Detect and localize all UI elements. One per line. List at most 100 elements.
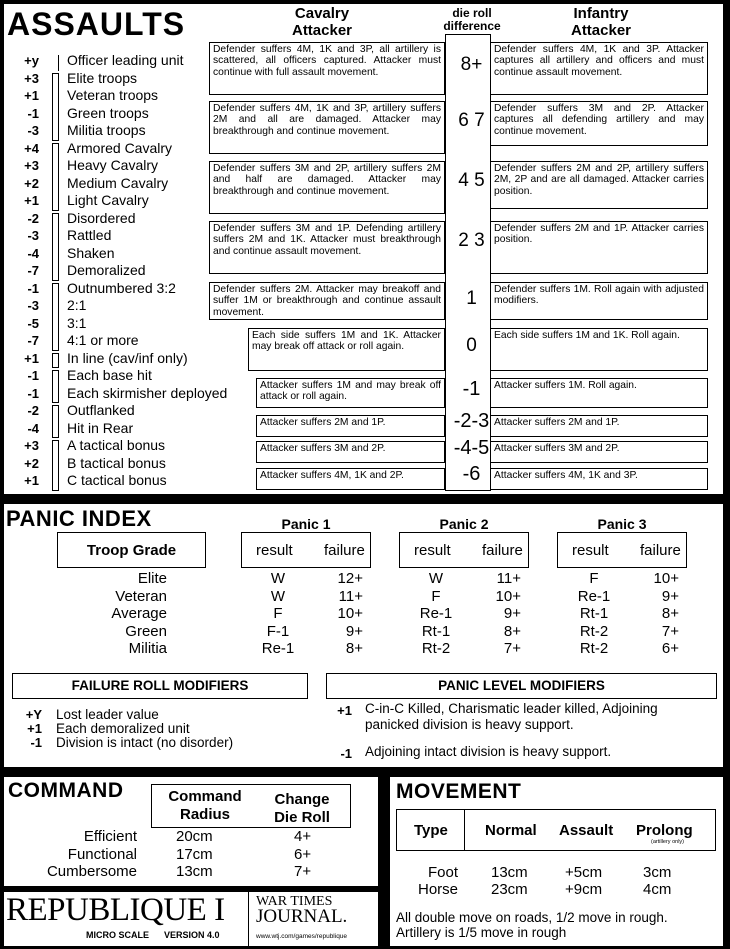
movement-title: MOVEMENT — [396, 780, 522, 803]
modifier-value: -2 — [27, 403, 39, 418]
panic-failure: 10+ — [495, 587, 521, 605]
modifier-value: -1 — [27, 105, 39, 121]
troop-grade: Average — [111, 605, 167, 622]
modifier-label: Light Cavalry — [67, 192, 149, 208]
modifier-value: -1 — [27, 280, 39, 296]
cavalry-header: Cavalry Attacker — [272, 5, 372, 39]
publisher-line-2: JOURNAL. — [256, 906, 348, 927]
panic-failure: 10+ — [653, 570, 679, 587]
modifier-value: +1 — [24, 88, 39, 103]
modifier-value: -5 — [27, 315, 39, 331]
level-modifier-line: panicked division is heavy support. — [365, 717, 574, 732]
panic-header: Panic 3 — [597, 516, 647, 532]
panic-panel: PANIC INDEX Troop Grade Panic 1 result fai… — [4, 504, 723, 767]
panic-result: Rt-2 — [579, 640, 609, 657]
logo-panel: REPUBLIQUE I MICRO SCALE VERSION 4.0 WAR… — [4, 892, 378, 946]
movement-assault: +5cm — [565, 864, 603, 881]
panic-failure: 11+ — [496, 570, 521, 587]
prolong-header: Prolong — [636, 822, 693, 839]
panic-result: F — [273, 605, 283, 622]
modifier-value: +3 — [24, 158, 39, 173]
command-level: Functional — [67, 845, 137, 863]
modifier-bracket — [52, 55, 59, 71]
modifier-label: Hit in Rear — [67, 419, 134, 436]
modifier-value: +4 — [24, 140, 39, 156]
panic-result: F-1 — [266, 622, 290, 640]
infantry-result: Defender suffers 2M and 1P. Attacker car… — [490, 221, 708, 274]
publisher-url[interactable]: www.wtj.com/games/republique — [256, 933, 348, 940]
command-level: Cumbersome — [46, 863, 137, 880]
cavalry-result: Defender suffers 3M and 2P, artillery su… — [209, 161, 445, 214]
modifier-value: -1 — [27, 385, 39, 401]
panic-result: W — [428, 570, 444, 587]
cavalry-result: Defender suffers 3M and 1P. Defending ar… — [209, 221, 445, 274]
panic-failure: 8+ — [661, 605, 679, 622]
troop-grade: Militia — [128, 640, 167, 657]
modifier-label: 4:1 or more — [67, 332, 139, 348]
assault-header: Assault — [559, 822, 614, 839]
panic-failure: 9+ — [345, 622, 363, 640]
publisher-line-1: WAR TIMES — [256, 894, 333, 909]
modifier-value: +1 — [24, 473, 39, 488]
die-roll-value: 0 — [466, 335, 477, 356]
command-roll: 4+ — [294, 828, 312, 845]
prolong-note: (artillery only) — [651, 839, 685, 845]
die-roll-value: 1 — [466, 288, 477, 309]
panic-header: Panic 2 — [439, 516, 489, 532]
cavalry-result: Defender suffers 4M, 1K and 3P, all arti… — [209, 42, 445, 95]
modifier-value: +3 — [24, 70, 39, 86]
infantry-result: Defender suffers 1M. Roll again with adj… — [490, 282, 708, 320]
level-modifier-label: C-in-C Killed, Charismatic leader killed… — [365, 701, 658, 733]
publisher-logo: WAR TIMES JOURNAL. — [256, 894, 348, 927]
troop-grade: Veteran — [115, 587, 167, 605]
level-modifiers-header: PANIC LEVEL MODIFIERS — [326, 673, 717, 699]
result-label: result — [572, 542, 609, 559]
die-roll-value: 2 3 — [458, 230, 485, 251]
modifier-label: In line (cav/inf only) — [67, 349, 188, 366]
failure-modifier-value: +Y — [25, 707, 42, 722]
die-roll-value: -4-5 — [453, 437, 490, 459]
die-header-2: difference — [443, 19, 501, 33]
level-modifier-line: Adjoining intact division is heavy suppo… — [365, 744, 612, 759]
movement-prolong: 3cm — [643, 864, 672, 881]
cavalry-result: Attacker suffers 3M and 2P. — [256, 441, 445, 463]
die-roll-value: -6 — [462, 463, 481, 485]
assaults-panel: ASSAULTS Cavalry Attacker die roll differe… — [4, 4, 723, 494]
divider — [464, 810, 465, 850]
panic-failure: 9+ — [503, 605, 521, 622]
modifier-value: +2 — [24, 175, 39, 191]
command-header-box: Command Radius Change Die Roll — [151, 784, 351, 828]
infantry-result: Attacker suffers 2M and 1P. — [490, 415, 708, 437]
modifier-label: Officer leading unit — [67, 52, 184, 68]
level-modifier-line: C-in-C Killed, Charismatic leader killed… — [365, 701, 658, 716]
troop-grade-label: Troop Grade — [86, 542, 177, 559]
cavalry-header-2: Attacker — [291, 22, 353, 39]
modifier-label: B tactical bonus — [67, 454, 166, 471]
result-label: result — [414, 542, 451, 559]
modifier-value: -3 — [27, 123, 39, 138]
command-radius: 13cm — [176, 863, 213, 880]
modifier-label: Green troops — [67, 104, 149, 121]
modifier-value: -4 — [27, 245, 39, 261]
cavalry-result: Defender suffers 2M. Attacker may breako… — [209, 282, 445, 320]
infantry-header-1: Infantry — [573, 5, 629, 22]
panic-title: PANIC INDEX — [6, 506, 152, 531]
scale-label: MICRO SCALE — [86, 930, 149, 940]
modifier-label: Outflanked — [67, 402, 135, 418]
change-header-2: Die Roll — [274, 809, 330, 826]
modifier-label: Elite troops — [67, 69, 138, 86]
modifier-bracket — [52, 370, 59, 403]
modifier-label: 3:1 — [67, 314, 87, 331]
normal-header: Normal — [485, 822, 537, 839]
infantry-result: Attacker suffers 4M, 1K and 3P. — [490, 468, 708, 490]
modifier-value: -7 — [27, 333, 39, 348]
die-roll-value: -1 — [462, 378, 481, 400]
failure-label: failure — [482, 542, 523, 559]
infantry-header-2: Attacker — [570, 22, 632, 39]
command-roll: 7+ — [294, 863, 312, 880]
modifier-label: Heavy Cavalry — [67, 157, 159, 173]
movement-type: Foot — [427, 864, 458, 881]
die-roll-value: 4 5 — [458, 170, 485, 191]
cavalry-header-1: Cavalry — [294, 5, 350, 22]
panic-failure: 6+ — [661, 640, 679, 657]
